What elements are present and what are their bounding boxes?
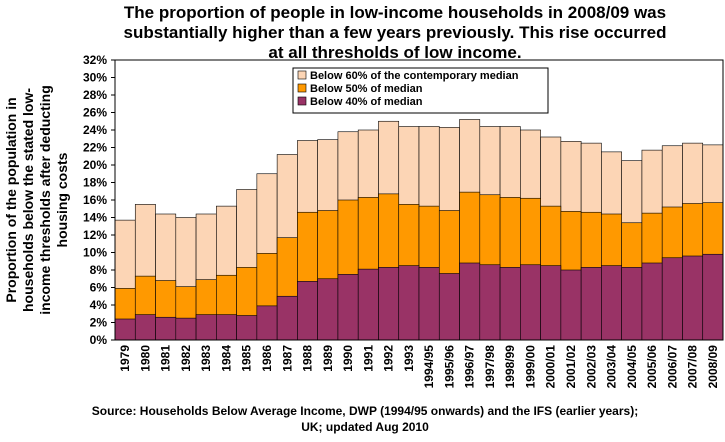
plot-border xyxy=(114,59,724,341)
chart-title: at all thresholds of low income. xyxy=(268,43,521,62)
y-tick-label: 6% xyxy=(90,281,108,295)
x-tick-label: 2002/03 xyxy=(584,345,598,389)
bar xyxy=(155,316,177,341)
bar xyxy=(641,262,663,341)
x-tick-label: 1989 xyxy=(321,345,335,372)
y-axis-label: households below the stated low- xyxy=(20,88,36,312)
y-axis-label: housing costs xyxy=(54,152,70,247)
bar xyxy=(236,315,258,341)
x-tick-label: 2001/02 xyxy=(564,345,578,389)
x-tick-label: 1994/95 xyxy=(422,345,436,389)
y-tick-label: 32% xyxy=(83,53,107,67)
x-tick-label: 2004/05 xyxy=(625,345,639,389)
bar xyxy=(682,255,704,341)
bar xyxy=(438,273,460,341)
x-tick-label: 2008/09 xyxy=(706,345,720,389)
y-tick-label: 4% xyxy=(90,298,108,312)
source-note: UK; updated Aug 2010 xyxy=(301,420,429,434)
y-axis-label: income thresholds after deducting xyxy=(37,85,53,314)
y-tick-label: 22% xyxy=(83,141,107,155)
legend-label: Below 50% of median xyxy=(310,83,423,95)
bar xyxy=(459,262,481,341)
x-tick-label: 1987 xyxy=(280,345,294,372)
bar xyxy=(114,318,136,341)
bar xyxy=(297,281,318,341)
bar xyxy=(378,267,400,341)
x-tick-label: 2006/07 xyxy=(665,345,679,389)
y-axis-label: Proportion of the population in xyxy=(3,97,19,302)
legend-swatch xyxy=(297,70,307,80)
legend-box xyxy=(292,67,549,114)
bar xyxy=(418,267,440,341)
x-tick-label: 1983 xyxy=(199,345,213,372)
y-tick-label: 12% xyxy=(83,228,107,242)
x-tick-label: 1991 xyxy=(361,345,375,372)
y-tick-label: 20% xyxy=(83,158,107,172)
x-tick-label: 1993 xyxy=(402,345,416,372)
x-tick-label: 2007/08 xyxy=(686,345,700,389)
y-tick-label: 16% xyxy=(83,193,107,207)
x-tick-label: 1981 xyxy=(159,345,173,372)
bar xyxy=(337,274,359,341)
legend-swatch xyxy=(297,96,307,106)
x-tick-label: 1980 xyxy=(138,345,152,372)
x-tick-label: 1992 xyxy=(382,345,396,372)
x-tick-label: 1999/00 xyxy=(523,345,537,389)
bar xyxy=(479,264,501,341)
x-tick-label: 1995/96 xyxy=(442,345,456,389)
bar xyxy=(661,257,683,341)
bar xyxy=(276,295,298,341)
bar xyxy=(195,314,217,341)
x-tick-label: 2005/06 xyxy=(645,345,659,389)
bar xyxy=(560,269,582,341)
chart-title: The proportion of people in low-income h… xyxy=(124,3,666,22)
x-tick-label: 1998/99 xyxy=(503,345,517,389)
x-tick-label: 2003/04 xyxy=(605,345,619,389)
chart-title: substantially higher than a few years pr… xyxy=(124,23,667,42)
y-tick-label: 24% xyxy=(83,123,107,137)
bar xyxy=(520,264,541,341)
y-tick-label: 8% xyxy=(90,263,108,277)
bar xyxy=(601,265,622,341)
x-tick-label: 1990 xyxy=(341,345,355,372)
x-tick-label: 1997/98 xyxy=(483,345,497,389)
legend-label: Below 60% of the contemporary median xyxy=(310,70,519,82)
bar xyxy=(256,305,278,341)
bar xyxy=(540,265,562,341)
x-tick-label: 1979 xyxy=(118,345,132,372)
x-tick-label: 1986 xyxy=(260,345,274,372)
bar xyxy=(702,253,724,341)
y-tick-label: 26% xyxy=(83,106,107,120)
y-tick-label: 14% xyxy=(83,211,107,225)
x-tick-label: 1982 xyxy=(179,345,193,372)
x-tick-label: 2000/01 xyxy=(544,345,558,389)
bar xyxy=(134,314,156,341)
y-tick-label: 0% xyxy=(90,333,108,347)
bar xyxy=(398,265,420,341)
y-tick-label: 28% xyxy=(83,88,107,102)
bar xyxy=(175,317,197,341)
bar xyxy=(357,268,379,341)
bar xyxy=(499,267,521,341)
legend-label: Below 40% of median xyxy=(310,96,423,108)
y-tick-label: 2% xyxy=(90,316,108,330)
bar xyxy=(317,278,339,341)
bar xyxy=(621,267,643,341)
legend-swatch xyxy=(297,83,307,93)
x-tick-label: 1984 xyxy=(219,345,233,372)
y-tick-label: 30% xyxy=(83,71,107,85)
bar xyxy=(216,314,237,341)
y-tick-label: 18% xyxy=(83,176,107,190)
x-tick-label: 1985 xyxy=(240,345,254,372)
x-tick-label: 1988 xyxy=(301,345,315,372)
y-tick-label: 10% xyxy=(83,246,107,260)
x-tick-label: 1996/97 xyxy=(463,345,477,389)
bar xyxy=(580,267,602,341)
source-note: Source: Households Below Average Income,… xyxy=(92,404,638,418)
